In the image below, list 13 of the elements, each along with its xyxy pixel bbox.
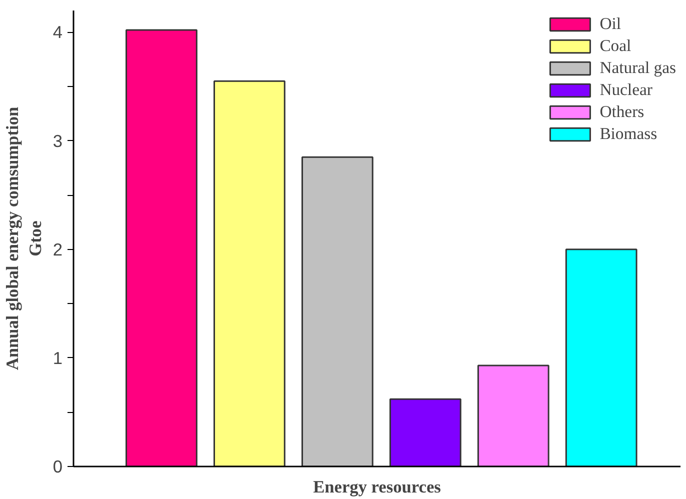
legend-label: Oil (600, 14, 621, 34)
y-axis-title: Annual global energy comsumption Gtoe (3, 106, 45, 370)
y-tick-label: 1 (52, 348, 63, 368)
legend-label: Coal (600, 36, 632, 56)
y-tick-label: 3 (52, 130, 63, 151)
y-tick-label: 0 (52, 456, 63, 476)
legend-label: Others (600, 102, 644, 122)
legend-label: Nuclear (600, 80, 652, 100)
legend-label: Biomass (600, 124, 658, 144)
x-axis-title: Energy resources (313, 478, 442, 496)
y-tick-label: 4 (52, 22, 63, 42)
y-tick-label: 2 (52, 239, 63, 260)
legend-label: Natural gas (600, 58, 676, 78)
